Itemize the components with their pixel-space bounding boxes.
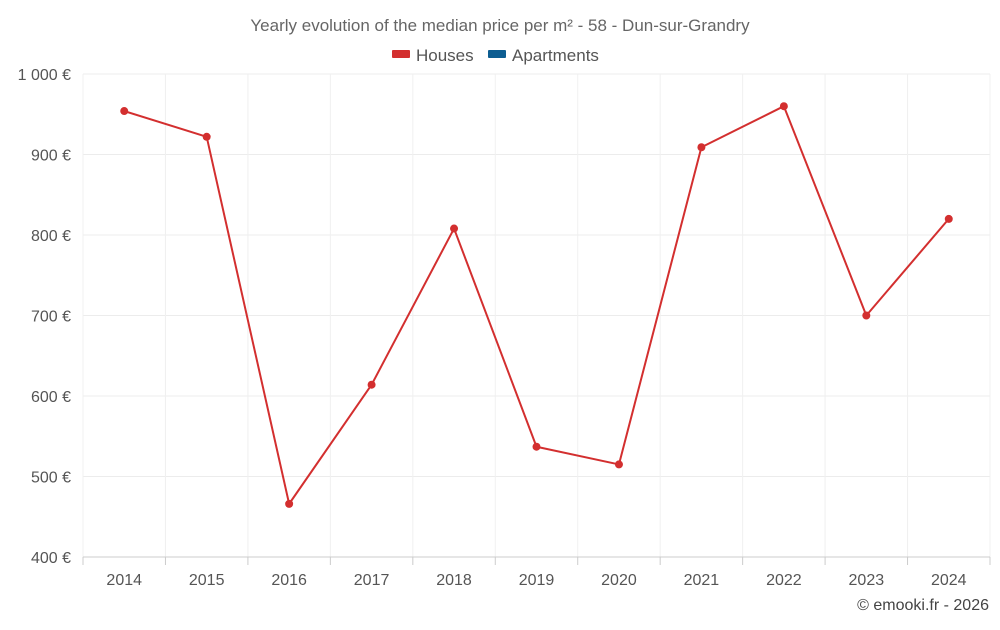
y-tick-label: 700 €: [31, 309, 71, 326]
data-point[interactable]: [862, 311, 871, 320]
data-point[interactable]: [450, 224, 459, 233]
x-tick-label: 2017: [354, 572, 390, 589]
data-point[interactable]: [944, 214, 953, 223]
data-point[interactable]: [532, 442, 541, 451]
x-tick-label: 2023: [849, 572, 885, 589]
x-tick-label: 2022: [766, 572, 802, 589]
y-tick-label: 400 €: [31, 550, 71, 567]
data-point[interactable]: [367, 380, 376, 389]
x-tick-label: 2024: [931, 572, 967, 589]
y-tick-label: 900 €: [31, 148, 71, 165]
x-tick-label: 2014: [106, 572, 142, 589]
y-tick-label: 500 €: [31, 470, 71, 487]
legend-label-houses[interactable]: Houses: [416, 46, 474, 65]
axes: 400 € 500 € 600 € 700 € 800 € 900 € 1 000 € 201…: [18, 67, 991, 589]
data-point[interactable]: [697, 143, 706, 152]
data-point[interactable]: [779, 102, 788, 111]
y-tick-label: 600 €: [31, 389, 71, 406]
legend-swatch-houses: [392, 50, 410, 58]
y-tick-label: 800 €: [31, 228, 71, 245]
data-point[interactable]: [285, 499, 294, 508]
x-tick-label: 2015: [189, 572, 225, 589]
y-tick-label: 1 000 €: [18, 67, 71, 84]
series-houses: [120, 102, 953, 508]
x-tick-label: 2016: [271, 572, 307, 589]
legend-item-apartments[interactable]: Apartments: [488, 46, 599, 65]
grid: [82, 73, 991, 557]
x-tick-label: 2018: [436, 572, 472, 589]
legend[interactable]: Houses Apartments: [392, 46, 599, 65]
legend-item-houses[interactable]: Houses: [392, 46, 474, 65]
data-point[interactable]: [202, 132, 211, 141]
chart-title: Yearly evolution of the median price per…: [250, 16, 750, 35]
legend-label-apartments[interactable]: Apartments: [512, 46, 599, 65]
x-tick-label: 2021: [684, 572, 720, 589]
credit-text: © emooki.fr - 2026: [857, 597, 989, 614]
x-tick-label: 2020: [601, 572, 637, 589]
data-point[interactable]: [120, 107, 129, 116]
legend-swatch-apartments: [488, 50, 506, 58]
data-point[interactable]: [614, 460, 623, 469]
x-tick-label: 2019: [519, 572, 555, 589]
